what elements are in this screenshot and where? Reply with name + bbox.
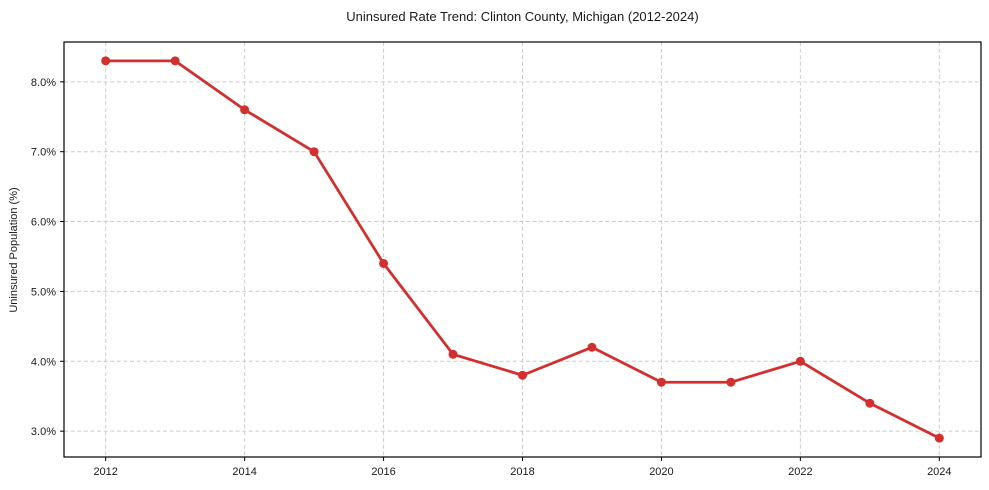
data-point — [795, 356, 805, 366]
data-point — [656, 377, 666, 387]
y-tick-label: 3.0% — [31, 426, 56, 438]
y-tick-label: 7.0% — [31, 147, 56, 159]
data-point — [170, 56, 180, 66]
data-point — [448, 349, 458, 359]
data-point — [587, 342, 597, 352]
y-tick-label: 4.0% — [31, 356, 56, 368]
x-tick-label: 2012 — [93, 466, 117, 478]
x-tick-label: 2016 — [371, 466, 395, 478]
y-tick-label: 5.0% — [31, 286, 56, 298]
y-axis-label: Uninsured Population (%) — [8, 187, 20, 313]
data-point — [518, 370, 527, 380]
data-point — [934, 433, 944, 443]
x-tick-label: 2018 — [510, 466, 534, 478]
x-tick-label: 2024 — [927, 466, 951, 478]
data-point — [309, 147, 319, 157]
data-point — [240, 105, 250, 115]
x-tick-label: 2022 — [788, 466, 812, 478]
data-point — [379, 258, 389, 268]
y-tick-label: 8.0% — [31, 77, 56, 89]
x-tick-label: 2014 — [232, 466, 256, 478]
chart-title: Uninsured Rate Trend: Clinton County, Mi… — [346, 9, 699, 24]
data-point — [865, 398, 875, 408]
y-tick-label: 6.0% — [31, 217, 56, 229]
x-tick-label: 2020 — [649, 466, 673, 478]
data-point — [101, 56, 111, 66]
data-point — [726, 377, 736, 387]
